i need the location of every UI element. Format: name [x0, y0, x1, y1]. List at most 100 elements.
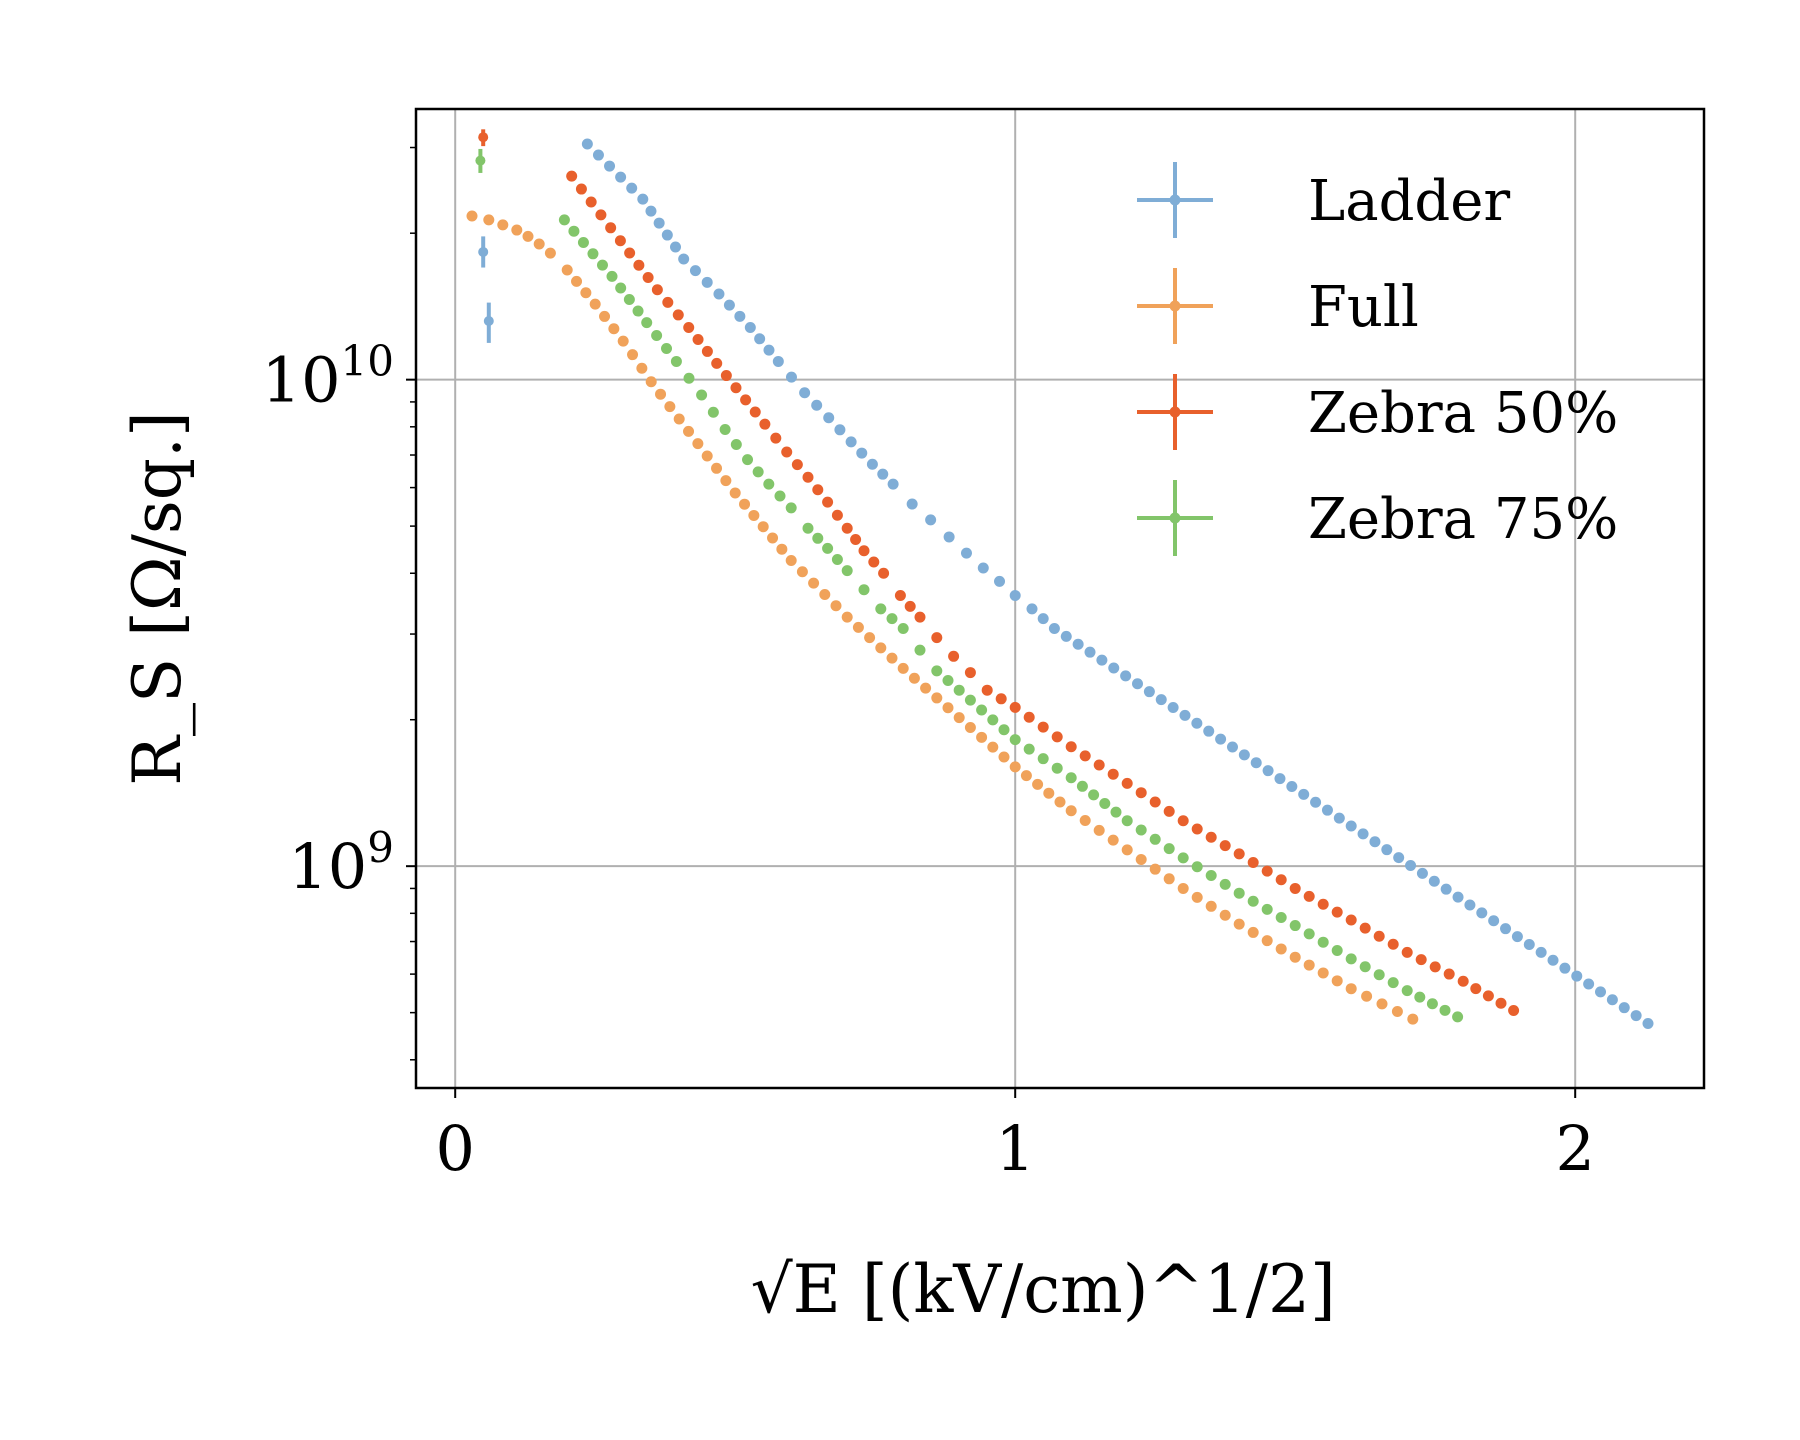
- data-point: [1345, 983, 1357, 995]
- data-point: [1054, 796, 1066, 808]
- legend-label: Full: [1308, 275, 1419, 340]
- data-point: [1381, 844, 1393, 856]
- data-point: [976, 731, 988, 743]
- data-point: [796, 566, 808, 578]
- data-point: [1132, 678, 1144, 690]
- data-point: [662, 296, 674, 308]
- data-point: [1191, 891, 1203, 903]
- data-point: [1247, 857, 1259, 869]
- legend-marker-dot: [1169, 512, 1181, 524]
- data-point: [875, 642, 887, 654]
- data-point: [533, 238, 545, 250]
- data-point: [1331, 945, 1343, 957]
- data-point: [1155, 694, 1167, 706]
- data-point: [841, 522, 853, 534]
- data-point: [1135, 787, 1147, 799]
- data-point: [1369, 836, 1381, 848]
- data-point: [701, 450, 713, 462]
- data-point: [575, 183, 587, 195]
- data-point: [672, 309, 684, 321]
- legend-label: Zebra 50%: [1308, 381, 1618, 446]
- data-point: [637, 193, 649, 205]
- data-point: [866, 458, 878, 470]
- data-point: [1009, 590, 1021, 602]
- series-0: [478, 138, 1654, 1029]
- data-point: [763, 344, 775, 356]
- data-point: [692, 333, 704, 345]
- x-tick-label: 0: [435, 1112, 474, 1185]
- data-point: [1261, 935, 1273, 947]
- data-point: [1072, 638, 1084, 650]
- data-point: [1261, 865, 1273, 877]
- data-point: [729, 487, 741, 499]
- data-point: [1359, 961, 1371, 973]
- data-point: [1051, 762, 1063, 774]
- data-point: [1261, 903, 1273, 915]
- data-point: [819, 588, 831, 600]
- data-point: [785, 502, 797, 514]
- data-point: [1407, 1013, 1419, 1025]
- data-point: [1238, 749, 1250, 761]
- data-point: [942, 702, 954, 714]
- data-point: [1606, 994, 1618, 1006]
- data-point: [734, 310, 746, 322]
- data-point: [1439, 1004, 1451, 1016]
- data-point: [1205, 831, 1217, 843]
- data-point: [1149, 833, 1161, 845]
- data-point: [1401, 946, 1413, 958]
- data-point: [1317, 967, 1329, 979]
- data-point: [1177, 852, 1189, 864]
- data-point: [1387, 938, 1399, 950]
- data-point: [802, 522, 814, 534]
- data-point: [720, 370, 732, 382]
- data-point: [1415, 954, 1427, 966]
- data-point: [822, 542, 834, 554]
- data-point: [589, 298, 601, 310]
- data-point: [1289, 882, 1301, 894]
- data-point: [566, 170, 578, 182]
- data-point: [466, 210, 478, 222]
- data-point: [1009, 734, 1021, 746]
- series-2: [478, 129, 1520, 1017]
- data-point: [1630, 1010, 1642, 1022]
- data-point: [1440, 883, 1452, 895]
- data-point: [1331, 906, 1343, 918]
- data-point: [1219, 909, 1231, 921]
- data-point: [897, 662, 909, 674]
- data-point: [1373, 930, 1385, 942]
- data-point: [1523, 938, 1535, 950]
- data-point: [757, 521, 769, 533]
- data-point: [483, 315, 494, 326]
- data-point: [1143, 686, 1155, 698]
- y-tick-label: 109: [288, 823, 394, 903]
- data-point: [577, 237, 589, 249]
- data-point: [1076, 780, 1088, 792]
- data-point: [763, 478, 775, 490]
- data-point: [1233, 887, 1245, 899]
- data-point: [614, 235, 626, 247]
- data-point: [858, 584, 870, 596]
- y-tick-exp: 9: [367, 823, 394, 872]
- data-point: [692, 438, 704, 450]
- data-point: [1317, 898, 1329, 910]
- data-point: [1508, 1005, 1520, 1017]
- data-point: [483, 214, 495, 226]
- data-point: [627, 349, 639, 361]
- data-point: [948, 650, 960, 662]
- data-point: [1289, 920, 1301, 932]
- data-point: [641, 317, 653, 329]
- data-point: [1191, 861, 1203, 873]
- data-point: [730, 439, 742, 451]
- data-point: [994, 575, 1006, 587]
- data-point: [831, 554, 843, 566]
- data-point: [1583, 978, 1595, 990]
- data-point: [1303, 959, 1315, 971]
- data-point: [740, 394, 752, 406]
- data-point: [696, 389, 708, 401]
- data-point: [767, 532, 779, 544]
- data-point: [1191, 823, 1203, 835]
- data-point: [1429, 961, 1441, 973]
- data-point: [1043, 787, 1055, 799]
